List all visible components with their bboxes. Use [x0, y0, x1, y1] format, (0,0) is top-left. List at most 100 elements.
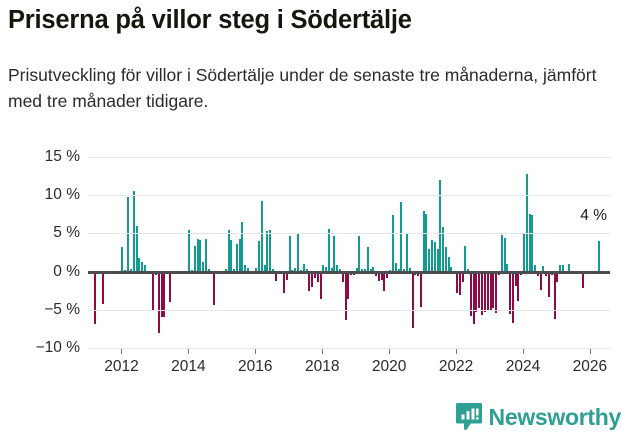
y-axis-tick-label: −10 % — [35, 339, 80, 356]
bar — [386, 271, 389, 278]
bar — [269, 229, 272, 272]
bar — [514, 271, 517, 287]
bar — [442, 227, 445, 272]
bar — [224, 269, 227, 272]
bar — [255, 267, 258, 272]
bar — [263, 265, 266, 272]
bar — [456, 271, 459, 293]
x-axis-tick — [322, 348, 324, 354]
bar — [523, 234, 525, 272]
bar — [372, 267, 375, 272]
bar — [366, 247, 369, 272]
bar — [129, 268, 132, 272]
bar — [403, 268, 406, 272]
bar — [322, 264, 325, 272]
bar — [238, 238, 241, 272]
bar — [283, 271, 286, 293]
bar — [517, 271, 520, 301]
bar — [458, 271, 461, 295]
bar — [235, 244, 238, 272]
y-axis-tick-label: 5 % — [53, 224, 80, 242]
bar — [397, 269, 400, 272]
bar — [506, 263, 509, 272]
bar — [294, 267, 297, 272]
bar — [419, 271, 422, 307]
bar — [286, 271, 289, 280]
gridline — [88, 195, 610, 197]
x-axis-tick-label: 2022 — [438, 358, 474, 375]
plot-area — [88, 157, 610, 349]
bar — [311, 271, 314, 287]
bar — [508, 271, 511, 314]
bar — [333, 236, 336, 272]
bar — [534, 265, 537, 272]
bar — [511, 271, 514, 323]
x-axis-tick — [188, 348, 190, 354]
bar — [246, 267, 249, 272]
bar — [481, 271, 484, 316]
bar — [338, 268, 341, 272]
bar — [364, 268, 367, 272]
bar — [391, 215, 394, 272]
bar — [556, 271, 559, 282]
y-axis-tick-label: 15 % — [44, 148, 80, 165]
bar — [528, 214, 531, 272]
bar — [439, 179, 442, 272]
bar — [408, 267, 411, 272]
bar — [241, 221, 244, 272]
bar — [168, 271, 171, 303]
bar — [436, 249, 439, 272]
bar — [297, 232, 300, 272]
bar — [489, 271, 492, 311]
bar — [433, 241, 436, 272]
bar-chart-speech-bubble-icon — [455, 403, 482, 431]
bar — [553, 271, 556, 319]
bar — [531, 215, 534, 272]
bar — [483, 271, 486, 313]
bar — [405, 233, 408, 272]
y-axis-tick-label: 10 % — [44, 186, 80, 204]
bar — [503, 237, 506, 272]
newsworthy-wordmark: Newsworthy — [488, 403, 622, 430]
bar — [461, 271, 464, 283]
y-axis-tick-label: −5 % — [44, 300, 80, 318]
bar — [539, 271, 542, 290]
value-annotation: 4 % — [580, 206, 607, 224]
bar — [344, 271, 347, 320]
bar — [324, 267, 327, 272]
x-axis-tick — [121, 348, 123, 354]
x-axis-tick — [456, 348, 458, 354]
bar — [394, 263, 397, 272]
bar — [537, 271, 540, 277]
bar — [244, 264, 247, 272]
bar — [548, 271, 551, 297]
x-axis-tick-label: 2026 — [572, 358, 608, 375]
bar — [132, 190, 135, 272]
bar — [213, 271, 216, 306]
bar — [160, 271, 163, 317]
bar-series — [88, 157, 610, 348]
x-axis-tick — [255, 348, 257, 354]
bar — [202, 262, 205, 272]
bar — [464, 246, 467, 272]
bar — [140, 262, 143, 272]
bar — [472, 271, 475, 325]
bar — [361, 268, 364, 272]
bar — [143, 264, 146, 272]
bar — [478, 271, 481, 309]
bar — [581, 271, 584, 289]
bar — [598, 241, 601, 272]
bar — [445, 247, 448, 272]
bar — [562, 264, 565, 272]
bar — [313, 271, 316, 278]
bar — [422, 211, 425, 272]
bar — [199, 239, 202, 272]
bar — [319, 271, 322, 300]
bar — [232, 268, 235, 272]
bar — [288, 235, 291, 272]
bar — [272, 269, 275, 272]
bar — [194, 246, 197, 272]
x-axis-line — [88, 348, 610, 349]
bar — [358, 236, 361, 272]
